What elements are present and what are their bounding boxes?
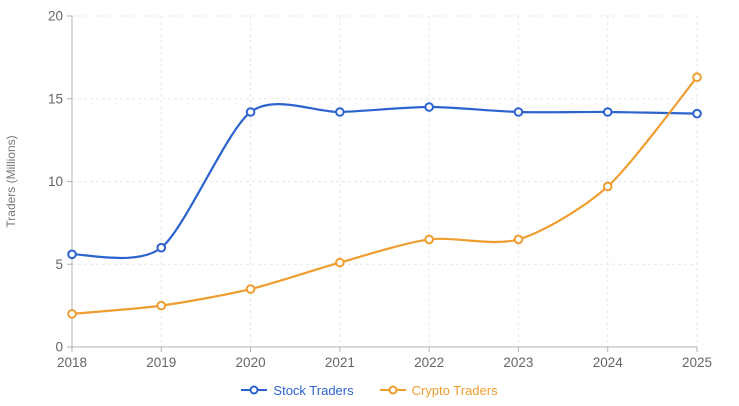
data-point-crypto-traders xyxy=(156,300,167,311)
y-tick-label: 10 xyxy=(48,174,63,189)
legend-label: Crypto Traders xyxy=(411,382,498,398)
data-point-crypto-traders xyxy=(602,181,613,192)
x-tick-label: 2021 xyxy=(325,355,355,370)
legend-item-crypto-traders[interactable]: Crypto Traders xyxy=(379,382,498,398)
data-point-crypto-traders xyxy=(335,257,345,268)
data-point-crypto-traders xyxy=(513,234,524,245)
x-tick-label: 2023 xyxy=(503,355,533,370)
data-point-stock-traders xyxy=(692,108,702,119)
legend-marker-icon xyxy=(241,385,268,395)
data-point-stock-traders xyxy=(513,107,524,117)
legend-item-stock-traders[interactable]: Stock Traders xyxy=(241,382,354,398)
data-point-stock-traders xyxy=(245,107,256,117)
legend-label: Stock Traders xyxy=(273,382,354,398)
y-axis-title: Traders (Millions) xyxy=(4,135,18,227)
series-line-stock-traders xyxy=(70,103,699,260)
data-point-crypto-traders xyxy=(245,284,256,294)
x-tick-label: 2018 xyxy=(57,355,87,370)
x-tick-label: 2025 xyxy=(682,355,712,370)
data-point-stock-traders xyxy=(156,242,167,253)
data-point-stock-traders xyxy=(67,249,77,260)
x-tick-label: 2019 xyxy=(146,355,176,370)
x-tick-label: 2024 xyxy=(593,355,624,370)
y-tick-label: 0 xyxy=(55,340,63,355)
data-point-stock-traders xyxy=(335,107,345,117)
data-point-stock-traders xyxy=(424,102,434,112)
data-point-crypto-traders xyxy=(67,309,77,319)
y-tick-label: 15 xyxy=(48,91,63,106)
y-tick-label: 20 xyxy=(48,9,63,24)
x-tick-label: 2020 xyxy=(236,355,266,370)
data-point-crypto-traders xyxy=(692,72,702,83)
chart-canvas: 2018 2019 2020 2021 2022 2023 2024 2025 0 5 10 15 20… xyxy=(4,9,712,371)
data-point-crypto-traders xyxy=(424,234,434,245)
y-tick-label: 5 xyxy=(55,257,63,272)
x-tick-label: 2022 xyxy=(414,355,444,370)
legend-marker-icon xyxy=(379,385,406,395)
chart-legend: Stock Traders Crypto Traders xyxy=(0,376,739,404)
data-point-stock-traders xyxy=(602,107,613,117)
